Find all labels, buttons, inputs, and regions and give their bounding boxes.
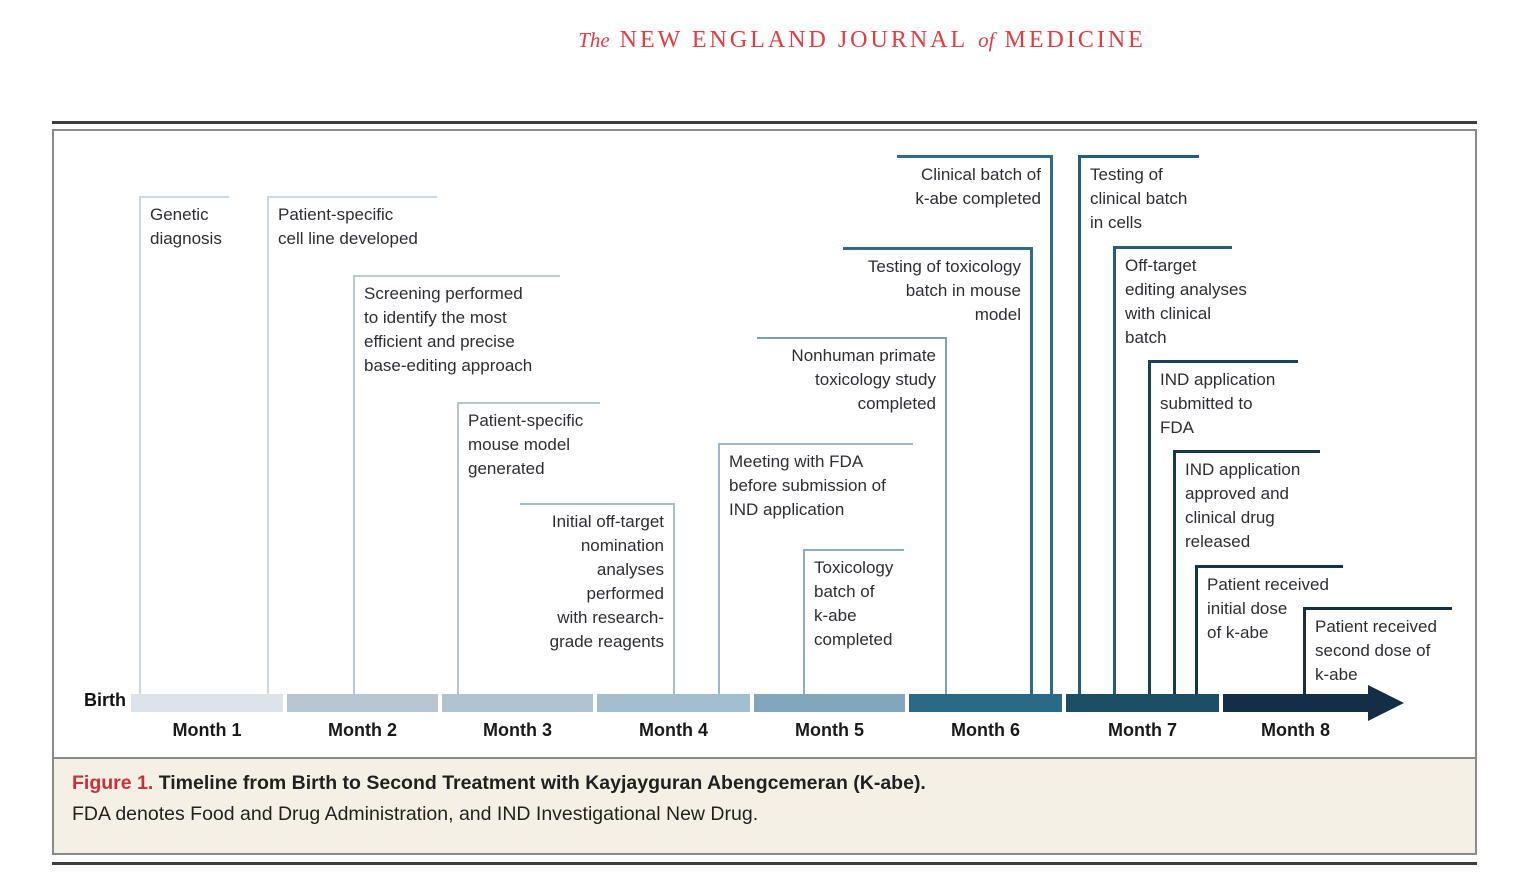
- bottom-rule: [52, 862, 1477, 865]
- event-bracket: Nonhuman primate toxicology study comple…: [757, 337, 947, 694]
- event-label: Toxicology batch of k-abe completed: [814, 558, 894, 649]
- month-label: Month 6: [951, 720, 1020, 740]
- event-label: Clinical batch of k-abe completed: [915, 165, 1041, 208]
- figure-caption: Figure 1. Timeline from Birth to Second …: [52, 757, 1477, 855]
- top-rule: [52, 121, 1477, 124]
- month-label: Month 5: [795, 720, 864, 740]
- event-bracket: Patient-specific cell line developed: [267, 196, 437, 694]
- event-bracket: Clinical batch of k-abe completed: [897, 155, 1053, 694]
- event-bracket: Patient received second dose of k-abe: [1303, 607, 1452, 694]
- event-bracket: Genetic diagnosis: [139, 196, 229, 694]
- month-segment: [597, 694, 750, 712]
- event-label: Patient received initial dose of k-abe: [1207, 575, 1329, 642]
- caption-title-line: Figure 1. Timeline from Birth to Second …: [72, 772, 1455, 795]
- month-segment: [442, 694, 593, 712]
- event-bracket: Testing of clinical batch in cells: [1078, 155, 1199, 694]
- event-label: Screening performed to identify the most…: [364, 284, 533, 375]
- event-bracket: Off-target editing analyses with clinica…: [1113, 246, 1247, 694]
- event-label: Nonhuman primate toxicology study comple…: [791, 346, 936, 413]
- month-segment: [1223, 694, 1368, 712]
- birth-label: Birth: [84, 690, 126, 710]
- month-label: Month 2: [328, 720, 397, 740]
- caption-title: Timeline from Birth to Second Treatment …: [158, 772, 926, 794]
- event-bracket: Meeting with FDA before submission of IN…: [718, 443, 913, 694]
- event-bracket: IND application submitted to FDA: [1148, 360, 1298, 694]
- month-label: Month 3: [483, 720, 552, 740]
- month-label: Month 1: [172, 720, 242, 740]
- event-bracket: Toxicology batch of k-abe completed: [803, 549, 904, 694]
- event-label: Genetic diagnosis: [150, 205, 222, 248]
- masthead-title-1: NEW ENGLAND JOURNAL: [619, 27, 969, 53]
- event-label: Off-target editing analyses with clinica…: [1125, 256, 1247, 347]
- event-label: Initial off-target nomination analyses p…: [549, 512, 664, 651]
- month-segment: [909, 694, 1062, 712]
- event-bracket: Patient received initial dose of k-abe: [1195, 565, 1343, 694]
- masthead-of: of: [978, 28, 995, 52]
- event-label: Testing of toxicology batch in mouse mod…: [867, 257, 1021, 324]
- month-label: Month 7: [1108, 720, 1177, 740]
- month-segment: [287, 694, 438, 712]
- month-segment: [131, 694, 283, 712]
- event-label: Patient received second dose of k-abe: [1315, 617, 1437, 684]
- event-label: Patient-specific mouse model generated: [468, 411, 584, 478]
- month-label: Month 4: [639, 720, 708, 740]
- timeline-arrow-head: [1368, 685, 1404, 721]
- figure-number-label: Figure 1.: [72, 772, 154, 794]
- masthead-title-2: MEDICINE: [1004, 27, 1146, 53]
- journal-masthead: The NEW ENGLAND JOURNAL of MEDICINE: [360, 27, 1360, 54]
- event-label: Testing of clinical batch in cells: [1090, 165, 1188, 232]
- event-bracket: Testing of toxicology batch in mouse mod…: [843, 247, 1033, 694]
- event-bracket: Initial off-target nomination analyses p…: [520, 503, 675, 694]
- masthead-the: The: [578, 28, 610, 52]
- month-segment: [1066, 694, 1219, 712]
- month-segment: [754, 694, 905, 712]
- event-label: IND application approved and clinical dr…: [1185, 460, 1301, 551]
- caption-note: FDA denotes Food and Drug Administration…: [72, 803, 759, 825]
- figure-frame: [52, 129, 1477, 855]
- month-label: Month 8: [1261, 720, 1330, 740]
- event-bracket: IND application approved and clinical dr…: [1173, 450, 1320, 694]
- event-label: Patient-specific cell line developed: [278, 205, 418, 248]
- event-label: IND application submitted to FDA: [1160, 370, 1276, 437]
- event-bracket: Screening performed to identify the most…: [353, 275, 560, 694]
- event-bracket: Patient-specific mouse model generated: [457, 402, 600, 694]
- event-label: Meeting with FDA before submission of IN…: [729, 452, 886, 519]
